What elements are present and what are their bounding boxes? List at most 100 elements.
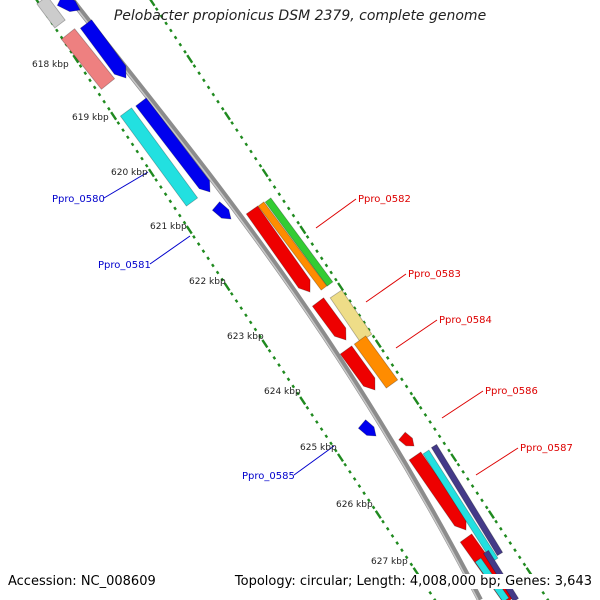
gene-feature-ppro-0586 — [398, 431, 415, 447]
inner-tick-mark — [168, 199, 173, 204]
outer-tick-mark — [418, 405, 423, 410]
gene-feature-blue — [135, 97, 211, 193]
gene-feature-red — [408, 451, 467, 531]
gene-label: Ppro_0585 — [242, 471, 295, 482]
inner-tick-mark — [110, 111, 118, 121]
gene-feature-ppro-0584 — [353, 335, 399, 389]
tick-dot-tracks — [35, 0, 550, 600]
inner-tick-mark — [154, 178, 158, 182]
inner-tick-mark — [277, 363, 281, 367]
inner-tick-mark — [92, 85, 97, 90]
outer-tick-mark — [239, 135, 244, 140]
genome-backbone-highlight — [69, 0, 479, 600]
inner-tick-mark — [433, 598, 437, 600]
outer-tick-mark — [513, 548, 517, 553]
inner-tick-mark — [404, 555, 409, 560]
outer-tick-mark — [299, 225, 307, 235]
gene-feature-ppro-0583 — [329, 289, 373, 343]
outer-tick-mark — [433, 427, 437, 432]
inner-tick-mark — [333, 448, 338, 453]
outer-tick-mark — [164, 21, 168, 26]
outer-tick-mark — [173, 35, 178, 40]
outer-tick-mark — [244, 142, 249, 147]
outer-tick-mark — [409, 391, 414, 396]
kbp-tick-label: 625 kbp — [300, 443, 337, 453]
outer-tick-mark — [499, 526, 503, 531]
inner-tick-mark — [88, 78, 92, 83]
outer-tick-mark — [178, 42, 183, 47]
gene-label-leader — [365, 273, 407, 303]
kbp-tick-label: 626 kbp — [336, 500, 373, 510]
inner-tick-mark — [140, 156, 144, 161]
outer-tick-mark — [286, 206, 291, 211]
outer-tick-mark — [324, 263, 329, 268]
inner-tick-mark — [69, 49, 73, 54]
inner-tick-mark — [234, 299, 239, 303]
inner-tick-mark — [55, 28, 59, 33]
inner-tick-mark — [159, 185, 163, 190]
outer-tick-mark — [310, 242, 315, 246]
outer-tick-mark — [381, 348, 385, 353]
inner-tick-mark — [83, 71, 88, 76]
gene-feature-grey — [36, 0, 66, 29]
gene-label: Ppro_0582 — [358, 194, 411, 205]
inner-tick-mark — [324, 434, 329, 439]
map-title: Pelobacter propionicus DSM 2379, complet… — [113, 8, 487, 24]
outer-tick-mark — [494, 519, 498, 524]
outer-tick-mark — [261, 168, 269, 178]
gene-feature-red — [311, 297, 347, 341]
outer-tick-mark — [206, 85, 211, 90]
inner-tick-mark — [173, 206, 177, 211]
gene-feature-ppro-0587 — [430, 443, 504, 557]
gene-label: Ppro_0584 — [439, 315, 492, 326]
inner-tick-mark — [244, 313, 248, 318]
gene-feature-blue — [56, 0, 81, 13]
outer-tick-mark — [183, 49, 187, 54]
outer-tick-mark — [211, 92, 216, 97]
outer-tick-mark — [374, 339, 382, 349]
gene-feature-ppro-0580 — [119, 107, 199, 207]
inner-tick-mark — [59, 35, 64, 40]
inner-tick-mark — [261, 339, 269, 349]
outer-tick-mark — [412, 396, 420, 406]
outer-tick-mark — [450, 453, 458, 463]
inner-tick-mark — [352, 477, 357, 481]
outer-tick-mark — [428, 420, 432, 424]
inner-tick-mark — [371, 505, 376, 510]
outer-tick-mark — [343, 291, 348, 296]
inner-tick-mark — [281, 370, 286, 375]
outer-tick-mark — [272, 185, 277, 190]
gene-label: Ppro_0581 — [98, 260, 151, 271]
outer-tick-mark — [169, 28, 173, 33]
gene-label-leader — [441, 390, 484, 419]
outer-tick-mark — [362, 320, 366, 325]
gene-label-leader — [149, 235, 191, 265]
inner-tick-mark — [215, 270, 220, 275]
outer-tick-mark — [192, 64, 197, 68]
outer-tick-mark — [249, 149, 253, 154]
outer-tick-mark — [282, 199, 286, 204]
outer-tick-mark — [197, 71, 201, 76]
inner-tick-mark — [367, 498, 371, 503]
inner-tick-mark — [107, 106, 111, 111]
gene-label-leader — [103, 171, 149, 199]
inner-tick-mark — [182, 220, 187, 225]
outer-tick-mark — [277, 192, 282, 197]
inner-tick-mark — [385, 526, 390, 531]
inner-tick-mark — [258, 334, 262, 339]
kbp-tick-label: 622 kbp — [189, 277, 226, 287]
inner-tick-mark — [336, 453, 344, 463]
outer-tick-mark — [315, 249, 319, 254]
outer-tick-mark — [400, 377, 404, 382]
inner-tick-mark — [409, 562, 414, 567]
inner-tick-mark — [310, 412, 314, 417]
inner-tick-mark — [248, 320, 253, 325]
inner-tick-mark — [381, 519, 385, 524]
outer-tick-mark — [258, 163, 263, 168]
outer-tick-mark — [348, 299, 352, 303]
outer-tick-mark — [487, 510, 495, 519]
gene-label-leader — [395, 319, 438, 349]
outer-tick-mark — [442, 441, 447, 446]
gene-label-leader — [315, 198, 357, 229]
